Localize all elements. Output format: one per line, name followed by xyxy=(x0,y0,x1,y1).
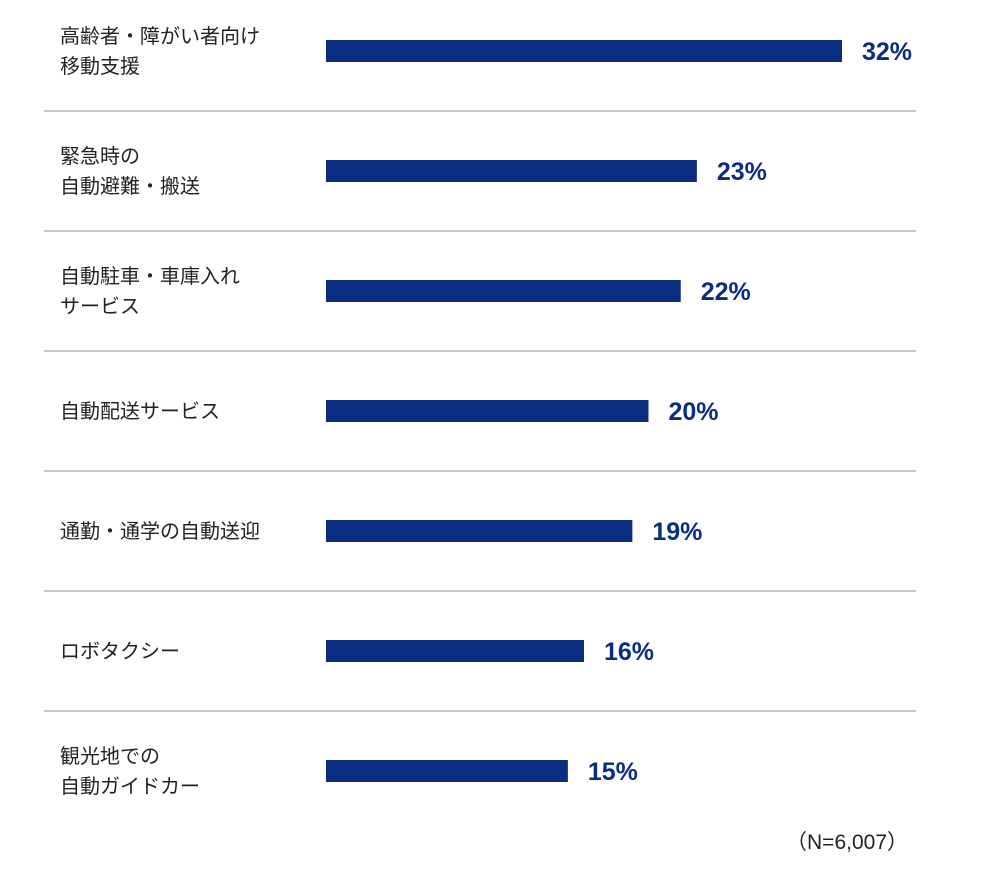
category-label: 通勤・通学の自動送迎 xyxy=(60,519,260,543)
value-label: 22% xyxy=(701,278,751,306)
bar-1 xyxy=(326,40,842,62)
category-label: 緊急時の xyxy=(60,144,140,168)
bar-2 xyxy=(326,160,697,182)
sample-size-note: （N=6,007） xyxy=(786,831,908,854)
value-label: 19% xyxy=(652,518,702,546)
value-label: 16% xyxy=(604,638,654,666)
value-label: 32% xyxy=(862,38,912,66)
category-label: サービス xyxy=(60,294,140,318)
category-label: 自動避難・搬送 xyxy=(60,174,200,198)
category-label: 高齢者・障がい者向け xyxy=(60,24,260,48)
category-label: 自動配送サービス xyxy=(60,399,220,423)
bar-5 xyxy=(326,520,633,542)
value-label: 15% xyxy=(588,758,638,786)
category-label: 観光地での xyxy=(60,744,160,768)
value-label: 23% xyxy=(717,158,767,186)
bar-7 xyxy=(326,760,568,782)
value-label: 20% xyxy=(669,398,719,426)
category-label: ロボタクシー xyxy=(60,639,180,663)
category-label: 移動支援 xyxy=(60,54,140,78)
bar-6 xyxy=(326,640,584,662)
bar-4 xyxy=(326,400,649,422)
category-label: 自動駐車・車庫入れ xyxy=(60,264,240,288)
category-label: 自動ガイドカー xyxy=(60,774,200,798)
bar-3 xyxy=(326,280,681,302)
